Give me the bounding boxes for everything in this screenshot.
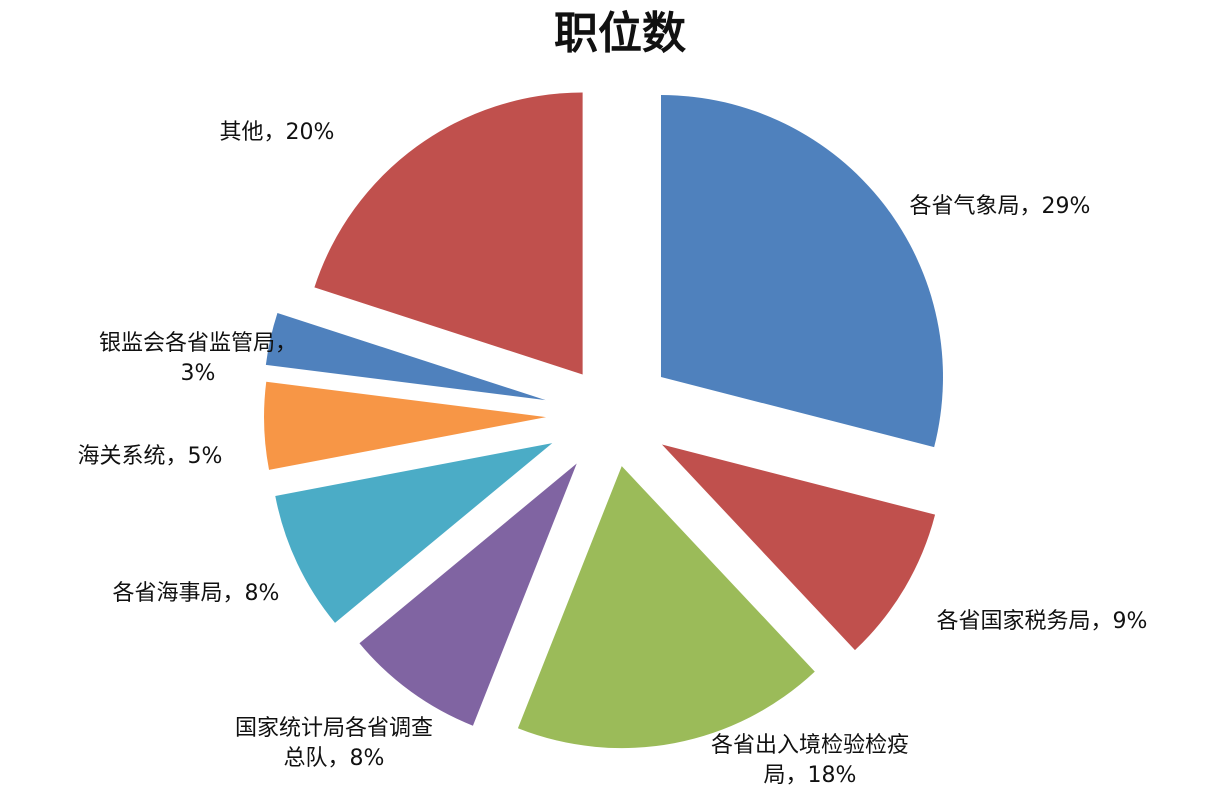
- slice-label-line: 3%: [181, 361, 216, 386]
- pie-slice: [264, 381, 547, 470]
- slice-label: 各省国家税务局，9%: [937, 609, 1148, 634]
- pie-slice: [275, 443, 553, 623]
- slice-label: 其他，20%: [220, 120, 335, 145]
- chart-title: 职位数: [554, 8, 686, 59]
- slice-label-line: 银监会各省监管局，: [99, 331, 297, 356]
- slice-label: 银监会各省监管局， 3%: [99, 331, 297, 386]
- slice-label-line: 各省出入境检验检疫: [711, 733, 909, 758]
- slice-label: 各省出入境检验检疫局，18%: [711, 733, 909, 788]
- pie-slices: [264, 92, 943, 749]
- slice-label-line: 各省国家税务局，9%: [937, 609, 1148, 634]
- slice-label: 国家统计局各省调查总队，8%: [235, 716, 433, 771]
- slice-label-line: 其他，20%: [220, 120, 335, 145]
- slice-label: 各省海事局，8%: [113, 581, 280, 606]
- pie-slice: [661, 444, 936, 651]
- slice-label-line: 各省气象局，29%: [910, 194, 1091, 219]
- pie-slice: [359, 463, 577, 726]
- slice-label-line: 国家统计局各省调查: [235, 716, 433, 741]
- slice-label-line: 各省海事局，8%: [113, 581, 280, 606]
- pie-slice: [314, 92, 583, 375]
- slice-label-line: 总队，8%: [284, 746, 385, 771]
- slice-label: 海关系统，5%: [78, 444, 223, 469]
- pie-slice: [265, 313, 546, 401]
- slice-label-line: 局，18%: [764, 763, 857, 788]
- slice-label: 各省气象局，29%: [910, 194, 1091, 219]
- pie-slice: [517, 466, 815, 749]
- slice-label-line: 海关系统，5%: [78, 444, 223, 469]
- slice-labels: 各省气象局，29% 各省国家税务局，9% 各省出入境检验检疫局，18% 国家统计局各省…: [78, 120, 1148, 788]
- pie-slice: [660, 94, 943, 448]
